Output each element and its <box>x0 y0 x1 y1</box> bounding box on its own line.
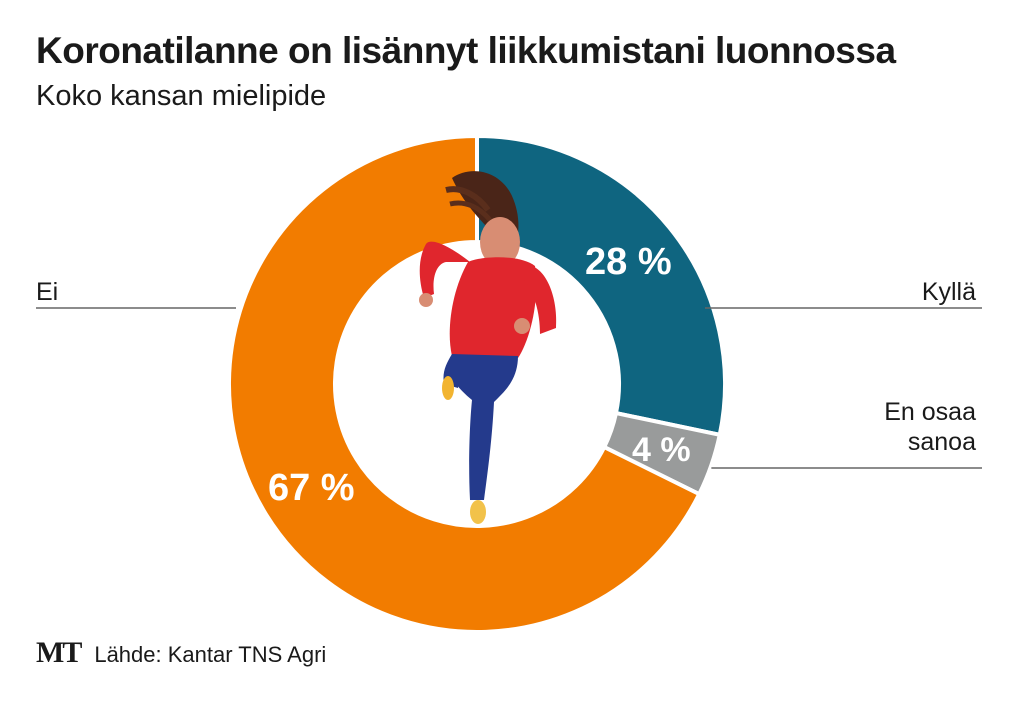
chart-footer: MT Lähde: Kantar TNS Agri <box>36 636 326 670</box>
slice-ei <box>227 133 702 634</box>
source-note: Lähde: Kantar TNS Agri <box>94 642 327 667</box>
chart-subtitle: Koko kansan mielipide <box>36 80 327 112</box>
value-label-ei: 67 % <box>268 467 355 509</box>
label-leader-lines <box>36 307 982 469</box>
value-label-kylla: 28 % <box>585 241 672 283</box>
category-label-kylla: Kyllä <box>922 278 976 306</box>
category-labels: Kyllä En osaa sanoa Ei <box>36 278 976 456</box>
value-label-en-osaa-sanoa: 4 % <box>632 431 691 469</box>
woman-running-illustration <box>419 171 557 524</box>
slice-kylla <box>475 133 727 438</box>
donut-slices <box>227 133 727 634</box>
category-label-ei: Ei <box>36 278 58 306</box>
category-label-en-osaa-sanoa: En osaa sanoa <box>884 398 976 456</box>
chart-title: Koronatilanne on lisännyt liikkumistani … <box>36 30 896 71</box>
value-labels: 28 % 4 % 67 % <box>268 241 691 509</box>
mt-logo: MT <box>36 636 82 669</box>
